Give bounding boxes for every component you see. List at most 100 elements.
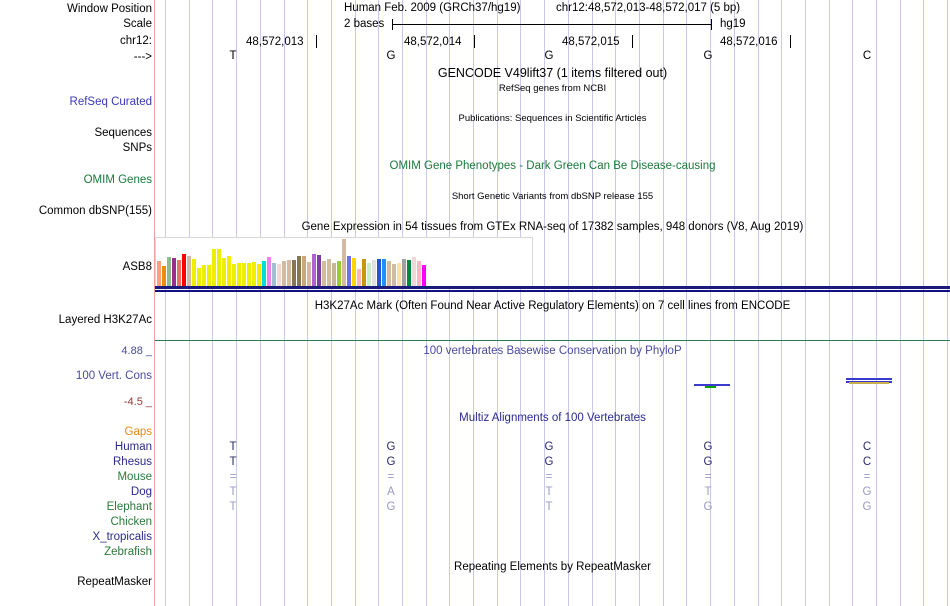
phylop-score-mark[interactable] (846, 381, 892, 383)
gtex-tissue-bar[interactable] (252, 262, 256, 287)
gtex-tissue-bar[interactable] (172, 258, 176, 287)
gtex-tissue-bar[interactable] (387, 261, 391, 287)
gtex-tissue-bar[interactable] (397, 263, 401, 287)
gtex-tissue-bar[interactable] (182, 254, 186, 287)
gtex-tissue-bar[interactable] (332, 263, 336, 287)
label-gaps[interactable]: Gaps (124, 426, 153, 438)
alignment-base: G (862, 501, 872, 513)
gtex-tissue-bar[interactable] (322, 261, 326, 287)
gtex-tissue-bar[interactable] (232, 264, 236, 287)
scale-text: 2 bases (344, 18, 385, 30)
gtex-bar-chart[interactable] (157, 237, 531, 287)
gtex-tissue-bar[interactable] (267, 257, 271, 287)
gridline (378, 0, 379, 606)
gtex-tissue-bar[interactable] (352, 258, 356, 287)
label-common-dbsnp[interactable]: Common dbSNP(155) (38, 205, 152, 217)
ruler-tick-mark (316, 35, 317, 48)
gtex-tissue-bar[interactable] (202, 265, 206, 287)
gtex-tissue-bar[interactable] (367, 263, 371, 287)
gtex-tissue-bar[interactable] (207, 265, 211, 287)
phylop-score-mark[interactable] (694, 384, 730, 386)
gtex-tissue-bar[interactable] (277, 264, 281, 287)
gtex-tissue-bar[interactable] (222, 258, 226, 287)
gtex-tissue-bar[interactable] (162, 266, 166, 287)
gtex-tissue-bar[interactable] (342, 239, 346, 287)
track-title-multiz[interactable]: Multiz Alignments of 100 Vertebrates (459, 412, 646, 424)
label-repeatmasker[interactable]: RepeatMasker (77, 576, 152, 588)
label-refseq-curated[interactable]: RefSeq Curated (69, 96, 152, 108)
data-area[interactable] (155, 0, 950, 606)
track-title-phylop[interactable]: 100 vertebrates Basewise Conservation by… (423, 345, 682, 357)
gtex-tissue-bar[interactable] (392, 264, 396, 287)
gtex-tissue-bar[interactable] (347, 256, 351, 287)
gtex-tissue-bar[interactable] (227, 256, 231, 287)
label-layered-h3k27ac[interactable]: Layered H3K27Ac (58, 314, 152, 326)
label-species-dog[interactable]: Dog (130, 486, 152, 498)
gtex-tissue-bar[interactable] (262, 261, 266, 287)
gtex-tissue-bar[interactable] (282, 261, 286, 287)
label-species-rhesus[interactable]: Rhesus (113, 456, 152, 468)
gtex-tissue-bar[interactable] (287, 260, 291, 287)
gtex-tissue-bar[interactable] (337, 261, 341, 287)
track-title-gencode[interactable]: GENCODE V49lift37 (1 items filtered out) (437, 66, 668, 80)
gridline (331, 0, 332, 606)
gtex-tissue-bar[interactable] (177, 260, 181, 287)
label-species-mouse[interactable]: Mouse (117, 471, 152, 483)
gtex-tissue-bar[interactable] (237, 263, 241, 287)
phylop-score-mark[interactable] (849, 382, 889, 384)
gtex-tissue-bar[interactable] (272, 263, 276, 287)
gtex-tissue-bar[interactable] (402, 259, 406, 287)
gtex-tissue-bar[interactable] (302, 256, 306, 287)
gtex-tissue-bar[interactable] (242, 263, 246, 287)
alignment-base: G (544, 441, 554, 453)
label-species-chicken[interactable]: Chicken (110, 516, 152, 528)
gtex-tissue-bar[interactable] (422, 265, 426, 287)
gtex-tissue-bar[interactable] (307, 262, 311, 287)
gtex-tissue-bar[interactable] (357, 269, 361, 287)
alignment-base: = (545, 471, 553, 483)
label-species-zebrafish[interactable]: Zebrafish (104, 546, 152, 558)
track-title-repeatmasker[interactable]: Repeating Elements by RepeatMasker (454, 561, 651, 573)
gtex-tissue-bar[interactable] (217, 249, 221, 287)
track-title-dbsnp[interactable]: Short Genetic Variants from dbSNP releas… (451, 191, 654, 202)
phylop-score-mark[interactable] (846, 378, 892, 380)
gtex-tissue-bar[interactable] (317, 255, 321, 287)
gtex-tissue-bar[interactable] (292, 260, 296, 287)
gtex-tissue-bar[interactable] (312, 254, 316, 287)
gridline (758, 0, 759, 606)
gtex-tissue-bar[interactable] (377, 259, 381, 287)
gtex-tissue-bar[interactable] (197, 268, 201, 287)
track-title-refseq[interactable]: RefSeq genes from NCBI (498, 83, 607, 94)
track-title-publications[interactable]: Publications: Sequences in Scientific Ar… (458, 113, 647, 124)
label-species-elephant[interactable]: Elephant (106, 501, 152, 513)
gtex-tissue-bar[interactable] (327, 259, 331, 287)
gtex-tissue-bar[interactable] (212, 249, 216, 287)
alignment-base: C (862, 441, 872, 453)
gtex-tissue-bar[interactable] (382, 259, 386, 287)
gtex-tissue-bar[interactable] (257, 264, 261, 287)
label-snps[interactable]: SNPs (122, 142, 152, 154)
gtex-tissue-bar[interactable] (372, 260, 376, 287)
cons-min-value: -4.5 _ (123, 396, 152, 408)
gtex-tissue-bar[interactable] (247, 263, 251, 287)
gtex-tissue-bar[interactable] (157, 261, 161, 287)
gtex-tissue-bar[interactable] (407, 260, 411, 287)
gtex-tissue-bar[interactable] (362, 259, 366, 287)
track-title-h3k27ac[interactable]: H3K27Ac Mark (Often Found Near Active Re… (314, 300, 791, 312)
label-species-human[interactable]: Human (114, 441, 152, 453)
label-omim-genes[interactable]: OMIM Genes (83, 174, 152, 186)
gtex-tissue-bar[interactable] (187, 256, 191, 287)
gtex-tissue-bar[interactable] (192, 259, 196, 287)
gtex-tissue-bar[interactable] (412, 257, 416, 287)
phylop-score-mark[interactable] (705, 386, 716, 388)
track-title-omim[interactable]: OMIM Gene Phenotypes - Dark Green Can Be… (389, 160, 716, 172)
track-title-gtex[interactable]: Gene Expression in 54 tissues from GTEx … (301, 221, 804, 233)
alignment-base: G (703, 441, 713, 453)
gtex-tissue-bar[interactable] (297, 256, 301, 287)
gtex-tissue-bar[interactable] (167, 257, 171, 287)
gtex-tissue-bar[interactable] (417, 261, 421, 287)
label-sequences[interactable]: Sequences (94, 127, 152, 139)
label-species-x-tropicalis[interactable]: X_tropicalis (92, 531, 152, 543)
label-100-vert-cons[interactable]: 100 Vert. Cons (75, 370, 152, 382)
label-gtex-gene[interactable]: ASB8 (122, 261, 152, 273)
